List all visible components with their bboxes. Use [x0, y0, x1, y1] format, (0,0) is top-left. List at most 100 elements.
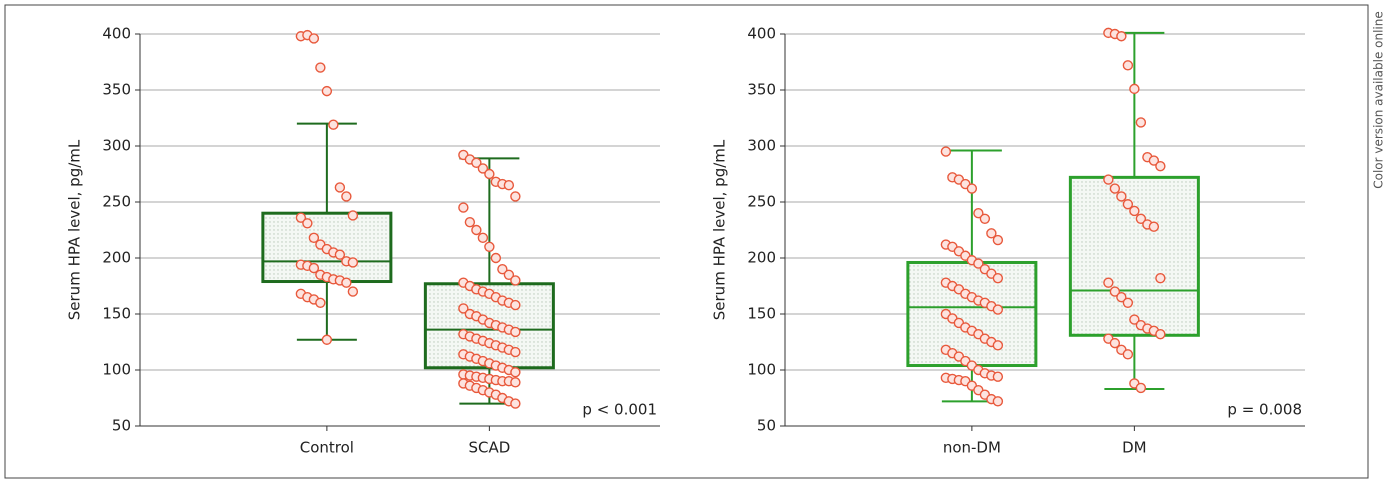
data-point	[458, 303, 469, 314]
y-tick-label: 200	[747, 249, 776, 267]
data-point	[1116, 191, 1127, 202]
data-point	[477, 232, 489, 244]
data-point	[1129, 83, 1140, 95]
data-point	[1155, 160, 1166, 172]
side-note: Color version available online	[1372, 11, 1386, 189]
data-point	[986, 228, 997, 239]
y-axis-label: Serum HPA level, pg/mL	[66, 139, 84, 320]
data-point	[334, 182, 346, 193]
data-point	[992, 340, 1004, 351]
annotation: p = 0.008	[1227, 401, 1302, 419]
data-point	[1122, 199, 1134, 210]
data-point	[321, 85, 333, 97]
data-point	[510, 377, 521, 388]
data-point	[992, 371, 1004, 382]
y-tick-label: 350	[747, 81, 776, 99]
data-point	[321, 334, 333, 345]
data-point	[510, 326, 521, 338]
data-point	[992, 304, 1004, 315]
data-point	[308, 232, 320, 244]
data-point	[347, 210, 359, 221]
box	[906, 260, 1038, 368]
data-point	[484, 241, 495, 253]
y-tick-label: 350	[102, 81, 131, 99]
data-point	[347, 286, 359, 297]
data-point	[1148, 155, 1160, 166]
data-point	[503, 179, 515, 191]
data-point	[992, 396, 1004, 407]
y-tick-label: 50	[757, 417, 776, 435]
x-tick-label: SCAD	[468, 439, 510, 457]
y-tick-label: 300	[102, 137, 131, 155]
x-tick-label: Control	[300, 439, 354, 457]
annotation: p < 0.001	[582, 401, 657, 419]
data-point	[1116, 292, 1127, 303]
y-tick-label: 50	[112, 417, 131, 435]
data-point	[973, 258, 984, 269]
y-tick-label: 400	[747, 25, 776, 43]
data-point	[490, 252, 502, 264]
x-tick-label: non-DM	[943, 439, 1001, 457]
y-tick-label: 400	[102, 25, 131, 43]
data-point	[497, 264, 508, 275]
data-point	[308, 262, 320, 274]
data-point	[510, 346, 521, 358]
y-tick-label: 250	[102, 193, 131, 211]
data-point	[484, 168, 495, 180]
data-point	[1122, 297, 1134, 308]
data-point	[1103, 277, 1114, 288]
data-point	[510, 275, 521, 286]
data-point	[1135, 213, 1147, 225]
data-point	[503, 269, 515, 280]
data-point	[471, 157, 482, 169]
y-tick-label: 200	[102, 249, 131, 267]
y-tick-label: 100	[747, 361, 776, 379]
data-point	[302, 218, 313, 229]
y-tick-label: 100	[102, 361, 131, 379]
data-point	[1109, 337, 1121, 349]
data-point	[471, 224, 482, 236]
data-point	[315, 62, 326, 73]
data-point	[1135, 382, 1147, 394]
data-point	[464, 216, 476, 228]
y-tick-label: 150	[747, 305, 776, 323]
data-point	[347, 257, 359, 268]
data-point	[510, 367, 521, 378]
data-point	[1116, 31, 1127, 42]
data-point	[1129, 314, 1140, 325]
data-point	[1122, 60, 1134, 71]
data-point	[341, 277, 352, 288]
data-point	[1155, 272, 1166, 284]
y-axis-label: Serum HPA level, pg/mL	[711, 139, 729, 320]
data-point	[973, 207, 984, 219]
data-point	[1135, 117, 1147, 128]
data-point	[1109, 183, 1121, 194]
data-point	[295, 212, 307, 223]
data-point	[966, 183, 978, 194]
data-point	[341, 191, 352, 202]
data-point	[940, 146, 952, 157]
y-tick-label: 150	[102, 305, 131, 323]
data-point	[992, 234, 1004, 246]
data-point	[1148, 221, 1160, 232]
data-point	[992, 272, 1004, 284]
data-point	[1109, 286, 1121, 297]
data-point	[328, 119, 339, 130]
y-tick-label: 250	[747, 193, 776, 211]
y-tick-label: 300	[747, 137, 776, 155]
data-point	[979, 213, 991, 225]
data-point	[510, 398, 521, 409]
data-point	[477, 163, 489, 174]
data-point	[458, 202, 469, 213]
data-point	[1122, 349, 1134, 360]
box	[1068, 175, 1200, 337]
data-point	[510, 299, 521, 311]
x-tick-label: DM	[1122, 439, 1147, 457]
data-point	[315, 297, 326, 308]
data-point	[334, 249, 346, 260]
frame	[4, 4, 1369, 479]
data-point	[308, 33, 320, 44]
data-point	[1129, 205, 1140, 217]
data-point	[510, 191, 521, 202]
